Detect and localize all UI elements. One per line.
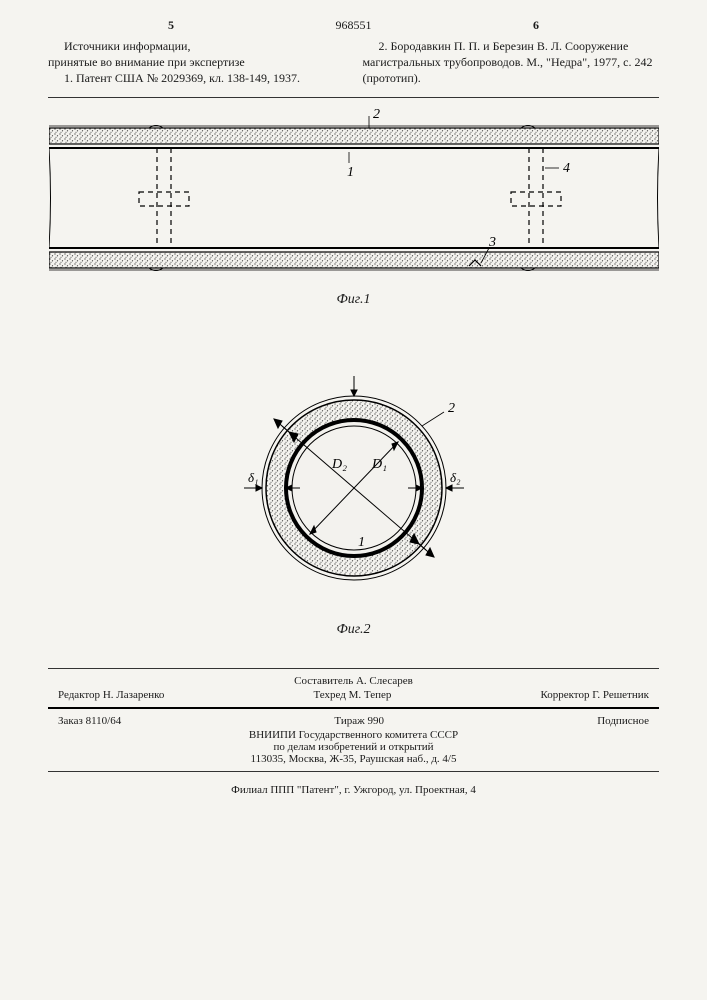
left-column: Источники информации, принятые во вниман… <box>48 38 345 87</box>
fig2-svg: D₁ D₂ δ₁ δ₂ 1 2 <box>204 358 504 618</box>
patent-number: 968551 <box>336 18 372 33</box>
right-column: 2. Бородавкин П. П. и Березин В. Л. Соор… <box>363 38 660 87</box>
figure-1: 1 2 3 4 Фиг.1 <box>48 108 659 308</box>
fig1-svg: 1 2 3 4 <box>49 108 659 288</box>
reference-text: Источники информации, принятые во вниман… <box>48 38 659 87</box>
order-cell: Заказ 8110/64 <box>58 715 121 727</box>
divider <box>48 668 659 669</box>
imprint-block: Составитель А. Слесарев Редактор Н. Лаза… <box>48 668 659 802</box>
svg-text:4: 4 <box>563 161 570 176</box>
compiler-label: Составитель <box>294 675 353 687</box>
editor-row: Редактор Н. Лазаренко Техред М. Тепер Ко… <box>48 687 659 703</box>
left-line2: принятые во внимание при экспертизе <box>48 54 345 70</box>
org-addr: 113035, Москва, Ж-35, Раушская наб., д. … <box>48 753 659 765</box>
divider <box>48 771 659 772</box>
order-row: Заказ 8110/64 Тираж 990 Подписное <box>48 713 659 729</box>
compiler-line: Составитель А. Слесарев <box>48 675 659 687</box>
tirazh-cell: Тираж 990 <box>334 715 384 727</box>
svg-text:3: 3 <box>488 235 496 250</box>
svg-text:δ₁: δ₁ <box>248 470 259 485</box>
right-line1: 2. Бородавкин П. П. и Березин В. Л. Соор… <box>363 38 660 87</box>
page-num-right: 6 <box>533 18 539 33</box>
svg-text:2: 2 <box>373 108 380 122</box>
editor-cell: Редактор Н. Лазаренко <box>58 689 164 701</box>
left-line3: 1. Патент США № 2029369, кл. 138-149, 19… <box>48 70 345 86</box>
svg-text:1: 1 <box>347 165 354 180</box>
divider-thick <box>48 707 659 709</box>
branch-line: Филиал ППП "Патент", г. Ужгород, ул. Про… <box>48 778 659 802</box>
svg-text:D₂: D₂ <box>331 457 347 472</box>
page-num-left: 5 <box>168 18 174 33</box>
fig1-caption: Фиг.1 <box>48 292 659 308</box>
svg-text:2: 2 <box>448 401 455 416</box>
org-line2: по делам изобретений и открытий <box>48 741 659 753</box>
left-line1: Источники информации, <box>48 38 345 54</box>
corrector-cell: Корректор Г. Решетник <box>540 689 649 701</box>
divider <box>48 97 659 98</box>
compiler-name: А. Слесарев <box>356 675 413 687</box>
podpisnoe: Подписное <box>597 715 649 727</box>
techred-cell: Техред М. Тепер <box>313 689 391 701</box>
figure-2: D₁ D₂ δ₁ δ₂ 1 2 Фиг.2 <box>48 358 659 638</box>
fig2-caption: Фиг.2 <box>48 622 659 638</box>
svg-text:1: 1 <box>358 535 365 550</box>
svg-text:δ₂: δ₂ <box>450 470 461 485</box>
svg-text:D₁: D₁ <box>371 457 387 472</box>
org-line1: ВНИИПИ Государственного комитета СССР <box>48 729 659 741</box>
